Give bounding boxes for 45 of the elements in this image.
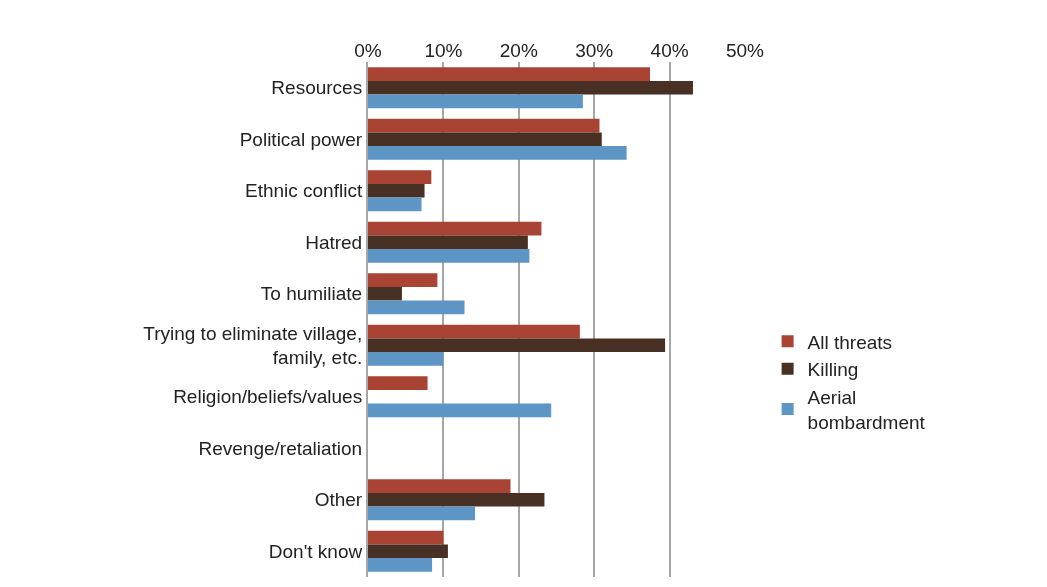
bar — [368, 300, 465, 315]
bar — [368, 132, 602, 147]
bar — [368, 118, 600, 133]
y-tick-label: To humiliate — [260, 283, 363, 305]
y-tick-label: Hatred — [305, 231, 363, 253]
y-tick-label: Political power — [239, 128, 363, 150]
y-tick-label: Revenge/retaliation — [198, 437, 363, 459]
bar — [368, 94, 583, 109]
bar — [368, 273, 438, 287]
bar — [368, 197, 422, 212]
bar — [368, 286, 402, 301]
x-tick-label: 10% — [424, 40, 463, 62]
bar — [368, 338, 666, 353]
bar — [368, 183, 425, 198]
x-tick-label: 20% — [499, 40, 538, 62]
x-tick-label: 50% — [725, 40, 765, 62]
bar — [368, 80, 693, 95]
y-tick-label: Trying to eliminate village, family, etc. — [143, 322, 363, 369]
y-tick-label: Don't know — [268, 540, 363, 562]
bar — [368, 558, 433, 572]
bar — [368, 530, 444, 545]
bar — [368, 352, 444, 366]
bar — [368, 479, 511, 493]
y-tick-label: Other — [314, 489, 363, 511]
legend-label: Aerial bombardment — [807, 386, 926, 433]
legend-label: All threats — [807, 331, 893, 353]
bar — [368, 146, 627, 160]
legend-label: Killing — [807, 359, 859, 381]
bar — [368, 170, 432, 184]
bar — [368, 376, 428, 390]
bar — [368, 506, 476, 521]
bar — [368, 544, 448, 559]
y-tick-label: Ethnic conflict — [244, 180, 363, 202]
bar — [368, 235, 528, 250]
bar — [368, 221, 542, 236]
bar — [368, 67, 650, 81]
y-tick-label: Resources — [271, 77, 363, 99]
x-tick-label: 40% — [650, 40, 689, 62]
x-tick-label: 30% — [575, 40, 614, 62]
bar — [368, 403, 552, 418]
bar — [368, 249, 530, 263]
y-tick-label: Religion/beliefs/values — [173, 386, 363, 408]
x-tick-label: 0% — [354, 40, 382, 62]
bar — [368, 324, 580, 339]
bar — [368, 492, 545, 507]
